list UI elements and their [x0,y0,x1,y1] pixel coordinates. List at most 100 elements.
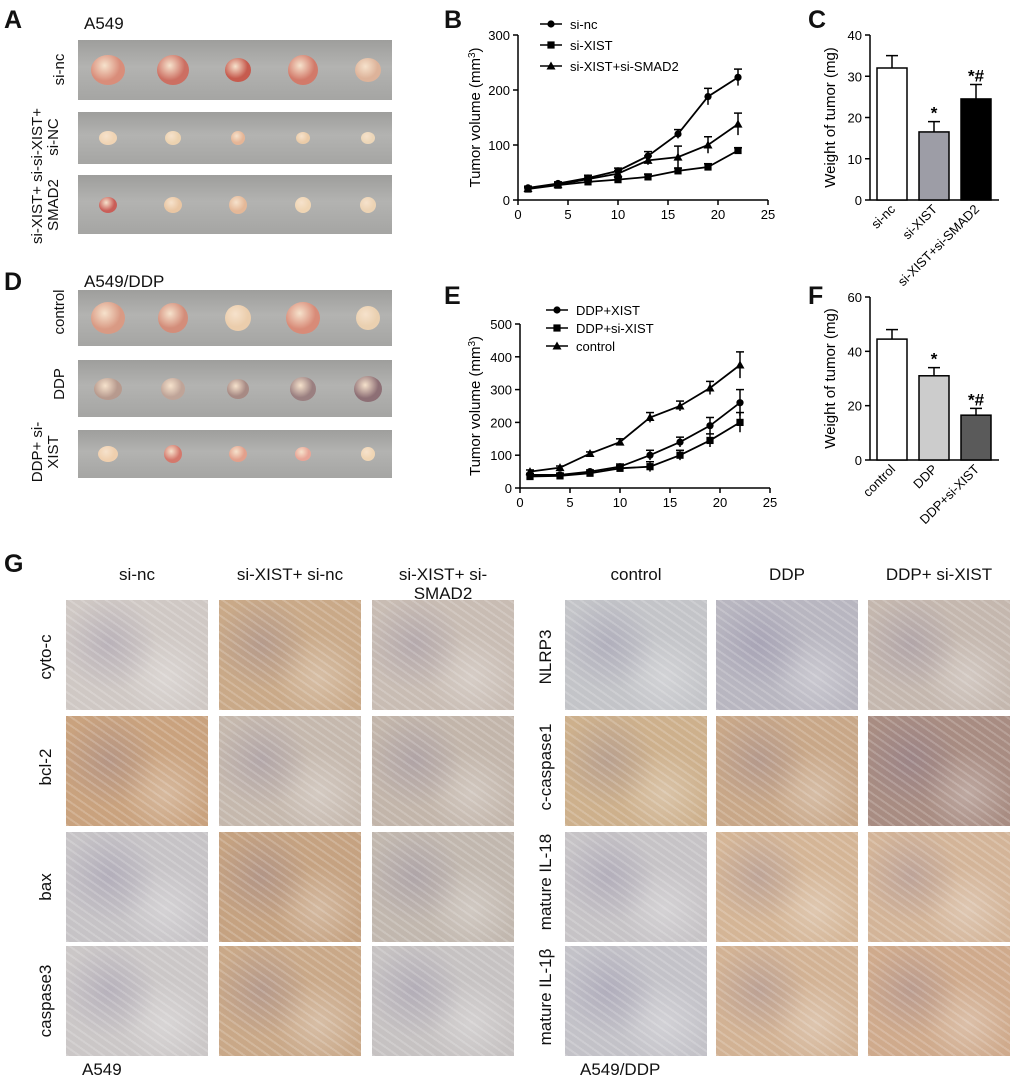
ihc-image [219,716,361,826]
significance-marker: * [931,104,938,123]
panel-letter-g: G [4,550,24,578]
data-point [614,176,622,184]
y-tick-label: 300 [490,383,512,398]
x-tick-label: 20 [713,495,727,510]
data-point [525,467,535,476]
ihc-image [66,946,208,1056]
tumor-image [225,305,251,331]
data-point [555,463,565,472]
data-point [733,119,743,128]
y-tick-label: 40 [848,344,862,359]
data-point [705,383,715,392]
y-tick-label: 200 [488,83,510,98]
series-line [527,123,739,190]
chart-f-tumor-weight: 0 20 40 60 Weight of tumor (mg) control * DDP *#… [822,290,999,527]
y-tick-label: 400 [490,350,512,365]
y-axis-label: Tumor volume (mm3) [467,47,485,187]
bar [876,338,908,461]
ihc-image [716,832,858,942]
legend-label: si-XIST+si-SMAD2 [570,59,679,74]
y-tick-label: 40 [848,28,862,43]
row-label: control [51,289,68,335]
x-tick-label: 25 [761,207,775,222]
x-tick-label: si-nc [868,201,898,231]
tumor-image [290,376,316,401]
data-point [646,451,654,459]
series-line [527,76,739,189]
x-tick-label: 20 [711,207,725,222]
y-tick-label: 100 [488,138,510,153]
row-label: mature IL-1β [536,948,555,1046]
data-point [523,183,533,192]
significance-marker: *# [968,390,985,409]
ihc-image [219,832,361,942]
ihc-image [66,832,208,942]
y-tick-label: 100 [490,448,512,463]
row-label: bax [36,873,55,901]
chart-e-tumor-volume: 0 100 200 300 400 500 0 5 10 15 20 25 Tumor volume (… [467,303,778,510]
data-point [676,438,684,446]
legend-label: si-nc [570,20,598,32]
row-label: DDP+ si-XIST [29,421,62,483]
data-point [734,73,742,81]
tumor-image [161,377,185,400]
ihc-image [372,716,514,826]
ihc-image [219,600,361,710]
ihc-image [66,716,208,826]
row-label: si-XIST+ si-SMAD2 [29,166,62,244]
x-tick-label: DDP [910,462,940,492]
ihc-image [565,832,707,942]
panel-letter-a: A [4,6,23,34]
tumor-image [227,378,249,399]
tumor-image [361,132,375,144]
row-label: bcl-2 [36,748,55,786]
data-point [643,155,653,164]
column-header: si-XIST+ si-SMAD2 [398,565,488,603]
data-point [616,464,624,472]
ihc-image [868,946,1010,1056]
column-header: DDP [769,565,805,584]
row-label: si-XIST+ si-NC [29,108,62,166]
ihc-image [372,832,514,942]
ihc-image [372,946,514,1056]
tumor-image [164,196,182,213]
data-point [734,146,742,155]
ihc-image [219,946,361,1056]
x-tick-label: si-XIST [899,201,940,242]
data-point [556,472,564,480]
ihc-image [372,600,514,710]
g-left-footer: A549 [82,1060,122,1079]
tumor-image [355,58,381,82]
legend-marker [553,306,561,314]
ihc-image [66,600,208,710]
ihc-image [868,716,1010,826]
ihc-image [565,946,707,1056]
x-tick-label: 15 [661,207,675,222]
significance-marker: *# [968,67,985,86]
x-tick-label: 10 [613,495,627,510]
data-point [736,399,744,407]
data-point [706,422,714,430]
legend-marker [553,324,561,332]
tumor-image [354,375,382,402]
column-header: si-nc [119,565,155,584]
tumor-image [99,131,117,145]
tumor-image [94,377,122,400]
g-right-footer: A549/DDP [580,1060,661,1079]
data-point [583,174,593,183]
column-header: si-XIST+ si-nc [236,565,344,584]
significance-marker: * [931,350,938,369]
y-tick-label: 20 [848,399,862,414]
y-tick-label: 0 [855,453,862,468]
series-line [527,149,739,190]
data-point [646,463,654,471]
y-tick-label: 20 [848,111,862,126]
row-label: mature IL-18 [536,833,555,931]
y-axis-label: Weight of tumor (mg) [822,47,839,188]
data-point [676,451,684,459]
chart-b-tumor-volume: 0 100 200 300 0 5 10 15 20 25 Tumor volume (mm3) si… [467,20,776,222]
y-tick-label: 200 [490,415,512,430]
y-tick-label: 30 [848,69,862,84]
row-label: caspase3 [36,964,55,1038]
tumor-image [361,447,375,461]
